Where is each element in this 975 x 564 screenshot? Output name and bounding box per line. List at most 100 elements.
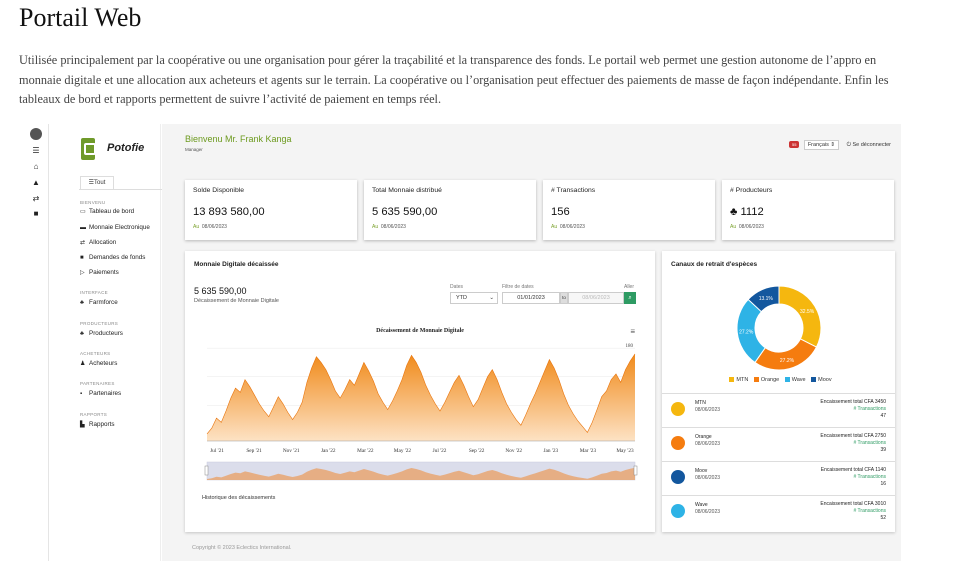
disbursed-amount: 5 635 590,00 [194, 286, 247, 296]
sidebar-item-dashboard[interactable]: ▭ Tableau de bord [80, 207, 174, 217]
sidebar-item-label: Paiements [89, 269, 119, 276]
card-value: 156 [551, 206, 570, 218]
channel-name: MTN [695, 400, 706, 406]
channel-dot [671, 436, 685, 450]
tab-tout[interactable]: ☰Tout [80, 176, 114, 190]
report-icon: ▙ [80, 422, 85, 428]
bell-icon[interactable]: ▲ [32, 178, 40, 187]
area-line [206, 353, 636, 435]
sidebar-item-label: Producteurs [89, 330, 123, 337]
card-date-value: 08/06/2023 [738, 224, 764, 230]
sidebar-item-farmforce[interactable]: ♣Farmforce› [80, 298, 174, 308]
video-icon: ■ [80, 255, 84, 261]
pie-slice [747, 285, 780, 313]
x-tick-label: May '22 [394, 448, 412, 454]
date-from-input[interactable]: 01/01/2023 [502, 292, 560, 304]
channel-name: Wave [695, 502, 708, 508]
section-label: PRODUCTEURS [80, 321, 119, 326]
pie-label: 27.2% [739, 330, 754, 336]
page-title: Portail Web [19, 3, 142, 32]
channel-row: Wave 08/06/2023 Encaissement total CFA 3… [662, 495, 895, 528]
channel-dot [671, 402, 685, 416]
sidebar-item-rapports[interactable]: ▙Rapports› [80, 420, 174, 430]
card-date-prefix: Au [730, 224, 737, 230]
transfer-icon[interactable]: ⇄ [32, 194, 40, 203]
x-tick-label: Sep '22 [469, 448, 485, 454]
home-icon[interactable]: ⌂ [33, 162, 39, 171]
language-select[interactable]: Français ⇕ [803, 140, 840, 150]
channel-total: Encaissement total CFA 2750 [820, 433, 886, 439]
card-date-value: 08/06/2023 [380, 224, 406, 230]
x-tick-label: Nov '21 [283, 448, 300, 454]
stat-card-producteurs: # Producteurs ♣ 1112 Au 08/06/2023 [722, 180, 894, 240]
sidebar-item-label: Partenaires [89, 390, 122, 397]
card-date: Au 08/06/2023 [730, 224, 764, 230]
page-description: Utilisée principalement par la coopérati… [19, 53, 889, 107]
legend-swatch [811, 377, 817, 383]
chart-menu-icon[interactable]: ≡ [630, 327, 635, 336]
sidebar-item-label: Acheteurs [89, 360, 118, 367]
notification-badge[interactable]: 55 [789, 141, 800, 149]
x-tick-label: May '23 [616, 448, 634, 454]
sidebar-item-label: Rapports [89, 421, 115, 428]
date-to-input[interactable]: 08/06/2023 [568, 292, 624, 304]
channel-dot [671, 470, 685, 484]
channel-date: 08/06/2023 [695, 441, 721, 447]
sidebar-item-acheteurs[interactable]: ♟Acheteurs› [80, 359, 174, 369]
channel-tx: 16 [880, 481, 886, 487]
section-label: INTERFACE [80, 290, 108, 295]
card-title: Solde Disponible [193, 187, 245, 194]
dates-select[interactable]: YTD ⌄ [450, 292, 498, 304]
sidebar-item-allocation[interactable]: ⇄ Allocation [80, 238, 174, 248]
app-screenshot: ☰ ⌂ ▲ ⇄ ■ Potofie ☰Tout BIENVENU ▭ Tablea… [25, 124, 901, 561]
sidebar-item-demandes[interactable]: ■Demandes de fonds› [80, 253, 174, 263]
channel-tx-label: # Transactions [853, 406, 886, 412]
card-value-text: 1112 [740, 206, 764, 218]
channel-tx: 52 [880, 515, 886, 521]
channel-tx-label: # Transactions [853, 474, 886, 480]
sidebar-item-label: Allocation [89, 239, 117, 246]
legend-swatch [753, 377, 759, 383]
card-date-value: 08/06/2023 [559, 224, 585, 230]
avatar[interactable] [30, 128, 42, 140]
section-label: BIENVENU [80, 200, 106, 205]
folder-icon[interactable]: ■ [33, 209, 39, 218]
card-title: # Producteurs [730, 187, 773, 194]
sidebar-item-monnaie[interactable]: ▬Monnaie Electronique› [80, 223, 174, 233]
channel-total: Encaissement total CFA 3010 [820, 501, 886, 507]
search-button[interactable]: ⌕ [624, 292, 636, 304]
x-tick-label: Jan '23 [543, 448, 558, 454]
briefcase-icon: ▪ [80, 391, 83, 397]
card-date-prefix: Au [372, 224, 379, 230]
monitor-icon: ▭ [80, 209, 86, 215]
navigator-series [207, 467, 635, 480]
language-value: Français [807, 142, 829, 148]
sidebar-item-paiements[interactable]: ▷Paiements› [80, 268, 174, 278]
stat-card-transactions: # Transactions 156 Au 08/06/2023 [543, 180, 715, 240]
channel-name: Orange [695, 434, 712, 440]
users-icon: ♣ [80, 331, 84, 337]
channel-total: Encaissement total CFA 1140 [820, 467, 886, 473]
section-label: ACHETEURS [80, 351, 111, 356]
channel-row: Moov 08/06/2023 Encaissement total CFA 1… [662, 461, 895, 494]
menu-icon[interactable]: ☰ [32, 146, 40, 155]
welcome-text: Bienvenu Mr. Frank Kanga [185, 134, 292, 144]
channel-date: 08/06/2023 [695, 407, 721, 413]
sidebar-item-producteurs[interactable]: ♣Producteurs› [80, 329, 174, 339]
x-tick-label: Sep '21 [246, 448, 262, 454]
channel-tx-label: # Transactions [853, 440, 886, 446]
chart-title: Décaissement de Monnaie Digitale [376, 328, 464, 334]
logout-link[interactable]: ⏻ Se déconnecter [846, 142, 891, 148]
pie-slice [778, 285, 822, 348]
sidebar-item-partenaires[interactable]: ▪Partenaires› [80, 389, 174, 399]
user-role: Manager [185, 147, 203, 152]
card-date-prefix: Au [193, 224, 200, 230]
disbursed-panel: Monnaie Digitale décaissée 5 635 590,00 … [185, 251, 655, 532]
user-icon: ♟ [80, 361, 86, 367]
logo-icon [81, 138, 96, 160]
history-label: Historique des décaissements [202, 495, 276, 501]
chevron-down-icon: ⌄ [489, 295, 494, 301]
main-content: Bienvenu Mr. Frank Kanga Manager 55 Fran… [162, 124, 901, 561]
x-tick-label: Mar '22 [357, 448, 374, 454]
